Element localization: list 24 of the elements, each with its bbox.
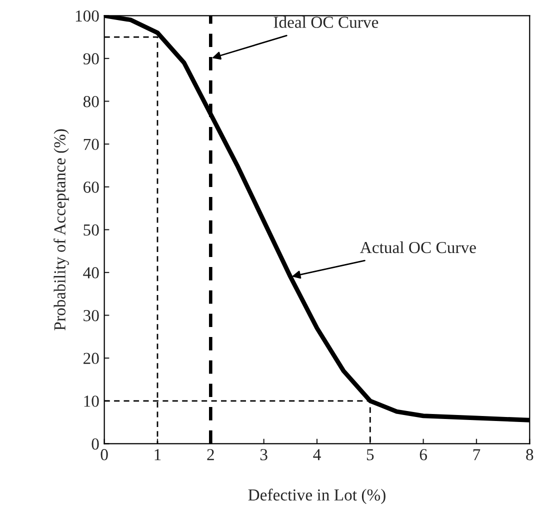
y-axis-title: Probability of Acceptance (%) bbox=[54, 129, 69, 330]
x-tick-label: 4 bbox=[313, 449, 321, 460]
annotation: Actual OC Curve bbox=[360, 241, 476, 254]
x-axis-title: Defective in Lot (%) bbox=[248, 488, 386, 504]
y-tick-label: 80 bbox=[83, 96, 99, 108]
y-tick-label: 0 bbox=[92, 438, 99, 450]
x-tick-label: 0 bbox=[100, 449, 108, 460]
x-tick-label: 5 bbox=[366, 449, 374, 460]
y-tick-label: 70 bbox=[84, 138, 99, 150]
annotation: Ideal OC Curve bbox=[274, 16, 378, 28]
x-tick-label: 2 bbox=[207, 449, 214, 460]
x-tick-label: 1 bbox=[154, 449, 161, 460]
y-tick-label: 100 bbox=[76, 10, 99, 22]
y-tick-label: 90 bbox=[83, 53, 99, 64]
y-tick-label: 30 bbox=[84, 310, 99, 322]
x-tick-label: 6 bbox=[420, 449, 427, 460]
x-tick-label: 3 bbox=[260, 449, 268, 460]
y-tick-label: 10 bbox=[84, 396, 99, 407]
x-tick-label: 7 bbox=[473, 449, 480, 460]
y-tick-label: 20 bbox=[84, 352, 99, 364]
y-tick-label: 50 bbox=[84, 224, 99, 236]
y-tick-label: 40 bbox=[83, 267, 99, 278]
y-tick-label: 60 bbox=[84, 182, 99, 193]
x-tick-label: 8 bbox=[526, 449, 534, 460]
